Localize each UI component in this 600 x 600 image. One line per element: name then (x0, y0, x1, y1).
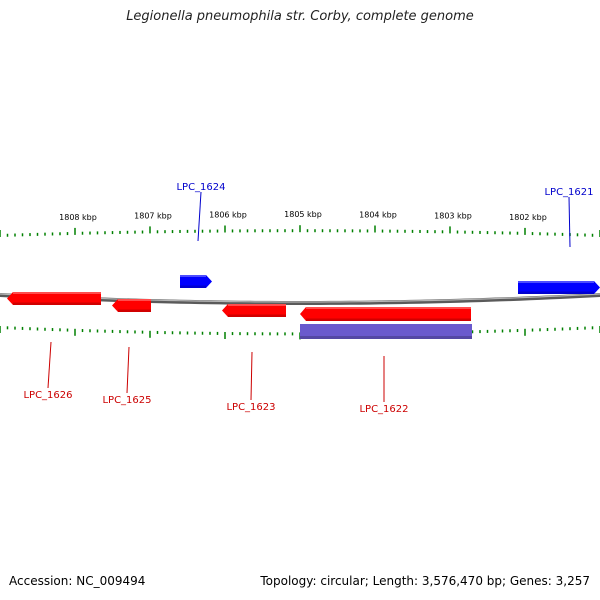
map-title: Legionella pneumophila str. Corby, compl… (126, 9, 474, 24)
gene-callout: LPC_1626 (23, 341, 73, 401)
gene-lpc-1623-shape[interactable] (222, 304, 286, 317)
outer-tick-ruler (0, 225, 600, 237)
ruler-label: 1803 kbp (434, 211, 472, 220)
ruler-label: 1806 kbp (209, 210, 247, 219)
rna-feature-shape[interactable] (300, 324, 472, 339)
ruler-labels: 1808 kbp 1807 kbp 1806 kbp 1805 kbp 1804 kbp… (59, 210, 547, 222)
ruler-label: 1807 kbp (134, 211, 172, 220)
ruler-label: 1804 kbp (359, 211, 397, 220)
gene-lpc-1622-shape[interactable] (300, 307, 471, 321)
ruler-label: 1805 kbp (284, 210, 322, 219)
genome-info-text: Topology: circular; Length: 3,576,470 bp… (260, 574, 590, 588)
gene-lpc-1624-shape[interactable] (180, 275, 212, 288)
callout-line (126, 346, 130, 394)
gene-callouts: LPC_1624 LPC_1621 LPC_1626 LPC_1625 LPC_1623… (23, 182, 593, 415)
gene-label: LPC_1625 (102, 395, 151, 406)
gene-callout: LPC_1625 (102, 346, 152, 406)
gene-lpc-1626-shape[interactable] (7, 292, 101, 305)
gene-lpc-1621-shape[interactable] (518, 281, 600, 294)
gene-label: LPC_1623 (226, 402, 275, 413)
callout-line (568, 196, 571, 248)
callout-line (197, 191, 202, 242)
gene-lpc-1625-shape[interactable] (112, 299, 151, 312)
gene-label: LPC_1626 (23, 390, 72, 401)
gene-callout: LPC_1623 (226, 351, 276, 413)
ruler-label: 1808 kbp (59, 213, 97, 222)
accession-text: Accession: NC_009494 (9, 574, 146, 588)
gene-callout: LPC_1622 (359, 356, 409, 415)
gene-features (7, 275, 600, 339)
ruler-label: 1802 kbp (509, 213, 547, 222)
gene-label: LPC_1621 (544, 187, 593, 198)
gene-label: LPC_1622 (359, 404, 408, 415)
callout-line (47, 341, 52, 389)
callout-line (250, 351, 253, 401)
gene-callout: LPC_1621 (544, 187, 594, 248)
gene-callout: LPC_1624 (176, 182, 226, 242)
gene-label: LPC_1624 (176, 182, 225, 193)
